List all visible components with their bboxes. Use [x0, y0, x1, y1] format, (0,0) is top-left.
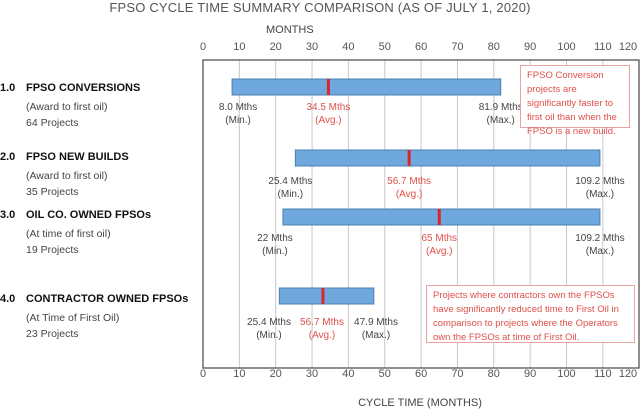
- max-label: 47.9 Mths (Max.): [354, 316, 398, 342]
- avg-value: 56.7 Mths: [387, 176, 432, 187]
- bottom-tick-label: 70: [451, 368, 464, 380]
- max-label: 109.2 Mths (Max.): [575, 175, 624, 201]
- min-tag: (Min.): [262, 246, 288, 257]
- bottom-tick-label: 90: [524, 368, 537, 380]
- min-label: 25.4 Mths (Min.): [247, 316, 291, 342]
- avg-tag: (Avg.): [308, 330, 336, 341]
- top-tick-label: 30: [305, 41, 319, 53]
- category-label: 1.0 FPSO CONVERSIONS: [0, 82, 140, 94]
- bottom-tick-label: 20: [269, 368, 282, 380]
- top-tick-label: 110: [594, 41, 612, 53]
- max-value: 109.2 Mths: [575, 176, 625, 187]
- min-value: 8.0 Mths: [218, 102, 258, 113]
- bottom-tick-label: 40: [342, 368, 355, 380]
- bottom-tick-label: 80: [487, 368, 500, 380]
- avg-marker: [437, 209, 441, 225]
- range-bar: [278, 287, 375, 305]
- annotation-conversions: FPSO Conversion projects are significant…: [520, 65, 630, 137]
- top-tick-label: 80: [487, 41, 500, 53]
- max-label: 81.9 Mths (Max.): [479, 101, 523, 127]
- category-label: 4.0 CONTRACTOR OWNED FPSOs: [0, 293, 188, 305]
- min-label: 22 Mths (Min.): [257, 232, 293, 258]
- max-value: 81.9 Mths: [478, 102, 523, 113]
- category-label: 2.0 FPSO NEW BUILDS: [0, 151, 129, 163]
- avg-label: 56.7 Mths (Avg.): [300, 316, 344, 342]
- min-value: 25.4 Mths: [268, 176, 313, 187]
- avg-value: 56.7 Mths: [300, 317, 344, 328]
- annotation-contractor-owned: Projects where contractors own the FPSOs…: [426, 285, 635, 343]
- range-bar: [294, 149, 601, 167]
- top-tick-label: 70: [451, 41, 464, 53]
- category-name: FPSO NEW BUILDS: [26, 151, 129, 163]
- avg-value: 34.5 Mths: [306, 102, 351, 113]
- range-bar: [231, 78, 502, 96]
- category-name: FPSO CONVERSIONS: [26, 82, 141, 94]
- category-name: CONTRACTOR OWNED FPSOs: [26, 293, 189, 305]
- top-tick-label: 60: [414, 41, 428, 53]
- bottom-tick-label: 50: [378, 368, 391, 380]
- top-tick-label: 0: [199, 41, 207, 53]
- max-tag: (Max.): [486, 115, 515, 126]
- plot-frame: [202, 59, 640, 369]
- min-value: 22 Mths: [257, 233, 293, 244]
- max-label: 109.2 Mths (Max.): [575, 232, 624, 258]
- range-bar: [282, 208, 601, 226]
- bottom-tick-label: 0: [199, 368, 207, 380]
- top-tick-label: 20: [269, 41, 282, 53]
- bottom-tick-label: 30: [305, 368, 319, 380]
- min-tag: (Min.): [225, 115, 251, 126]
- chart-title: FPSO CYCLE TIME SUMMARY COMPARISON (AS O…: [109, 0, 531, 15]
- max-tag: (Max.): [361, 330, 391, 341]
- category-basis: (Award to first oil): [26, 170, 108, 182]
- bottom-tick-label: 100: [557, 368, 576, 380]
- category-number: 2.0: [0, 151, 16, 163]
- category-number: 4.0: [0, 293, 16, 305]
- min-label: 8.0 Mths (Min.): [219, 101, 257, 127]
- x-axis-title: CYCLE TIME (MONTHS): [358, 397, 482, 409]
- avg-marker: [407, 150, 411, 166]
- category-projects: 23 Projects: [26, 328, 79, 340]
- category-name: OIL CO. OWNED FPSOs: [26, 209, 152, 221]
- category-projects: 64 Projects: [26, 117, 79, 129]
- top-tick-label: 100: [557, 41, 576, 53]
- avg-tag: (Avg.): [426, 246, 453, 257]
- top-tick-label: 90: [524, 41, 537, 53]
- top-axis-title: MONTHS: [266, 24, 314, 36]
- max-tag: (Max.): [585, 246, 615, 257]
- min-tag: (Min.): [256, 330, 282, 341]
- top-tick-label: 50: [378, 41, 391, 53]
- min-value: 25.4 Mths: [247, 317, 291, 328]
- avg-value: 65 Mths: [421, 233, 458, 244]
- avg-tag: (Avg.): [395, 189, 423, 200]
- top-tick-label: 40: [342, 41, 355, 53]
- min-label: 25.4 Mths (Min.): [268, 175, 312, 201]
- bottom-tick-label: 120: [618, 368, 638, 380]
- category-basis: (At time of first oil): [26, 228, 111, 240]
- bottom-tick-label: 60: [414, 368, 428, 380]
- category-projects: 35 Projects: [26, 186, 79, 198]
- max-tag: (Max.): [585, 189, 615, 200]
- category-basis: (Award to first oil): [26, 101, 108, 113]
- category-projects: 19 Projects: [26, 244, 79, 256]
- category-label: 3.0 OIL CO. OWNED FPSOs: [0, 209, 151, 221]
- category-number: 1.0: [0, 82, 16, 94]
- max-value: 47.9 Mths: [354, 317, 398, 328]
- bottom-tick-label: 10: [233, 368, 246, 380]
- avg-label: 65 Mths (Avg.): [421, 232, 457, 258]
- avg-tag: (Avg.): [315, 115, 342, 126]
- max-value: 109.2 Mths: [575, 233, 625, 244]
- category-basis: (At Time of First Oil): [26, 312, 120, 324]
- bottom-tick-label: 110: [594, 368, 612, 380]
- top-tick-label: 10: [233, 41, 246, 53]
- category-number: 3.0: [0, 209, 16, 221]
- top-tick-label: 120: [618, 41, 638, 53]
- avg-label: 56.7 Mths (Avg.): [387, 175, 431, 201]
- avg-marker: [326, 79, 330, 95]
- avg-marker: [321, 288, 325, 304]
- avg-label: 34.5 Mths (Avg.): [306, 101, 350, 127]
- min-tag: (Min.): [277, 189, 304, 200]
